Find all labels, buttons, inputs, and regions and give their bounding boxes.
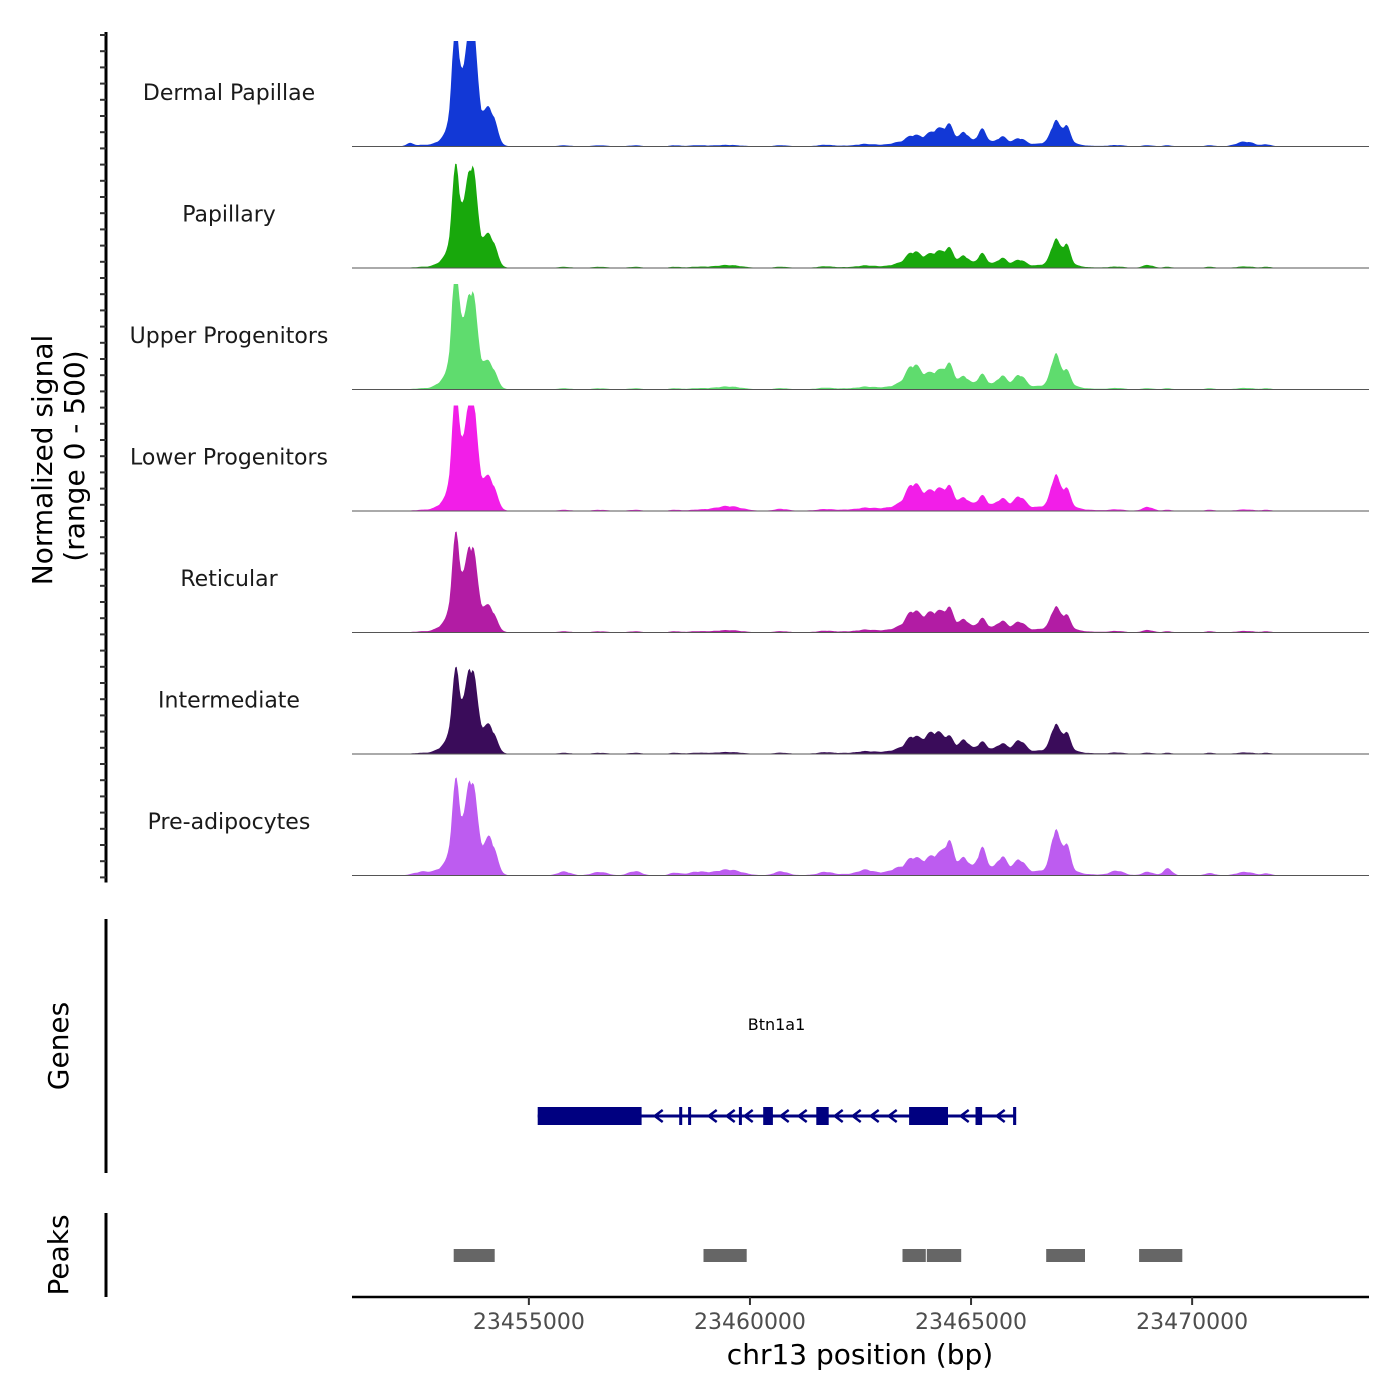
peak-region (453, 1249, 495, 1262)
strand-arrow-icon (958, 1109, 970, 1123)
coverage-tracks: Dermal Papillae Papillary Upper Progenitor… (130, 41, 1369, 876)
gene-exon (1013, 1107, 1017, 1125)
peak-region (926, 1249, 962, 1262)
strand-arrow-icon (724, 1109, 736, 1123)
genes-track-title: Genes (42, 1002, 75, 1090)
peak-region (1139, 1249, 1183, 1262)
track-label: Upper Progenitors (130, 324, 329, 349)
peaks-track-title: Peaks (42, 1214, 75, 1295)
gene-exon (679, 1107, 683, 1125)
gene-exon (537, 1107, 642, 1125)
y-axis-title-line1: Normalized signal (26, 335, 59, 586)
gene-exon (763, 1107, 773, 1125)
track-upper-progenitors: Upper Progenitors (130, 284, 1369, 390)
x-tick-label: 23455000 (473, 1310, 585, 1335)
track-label: Intermediate (158, 689, 300, 714)
x-axis-ticks: 23455000 23460000 23465000 23470000 (473, 1297, 1248, 1335)
gene-exon (909, 1107, 948, 1125)
gene-name-label: Btn1a1 (748, 1015, 806, 1034)
track-label: Pre-adipocytes (148, 810, 311, 835)
peak-region (902, 1249, 926, 1262)
strand-arrow-icon (994, 1109, 1006, 1123)
strand-arrow-icon (742, 1109, 754, 1123)
signal-y-axis (100, 32, 108, 883)
strand-arrow-icon (868, 1109, 880, 1123)
track-label: Lower Progenitors (130, 446, 328, 471)
track-pre-adipocytes: Pre-adipocytes (148, 777, 1369, 876)
strand-arrow-icon (832, 1109, 844, 1123)
x-axis-title: chr13 position (bp) (727, 1338, 993, 1371)
gene-exon (975, 1107, 983, 1125)
coverage-area (352, 666, 1369, 754)
gene-model-btn1a1 (537, 1107, 1017, 1125)
peak-regions (453, 1249, 1183, 1262)
coverage-area (352, 284, 1369, 390)
coverage-area (352, 41, 1369, 147)
x-tick-label: 23470000 (1136, 1310, 1248, 1335)
track-intermediate: Intermediate (158, 666, 1369, 755)
strand-arrow-icon (706, 1109, 718, 1123)
track-papillary: Papillary (182, 163, 1369, 269)
track-dermal-papillae: Dermal Papillae (143, 41, 1369, 147)
track-label: Reticular (180, 567, 278, 592)
peak-region (1046, 1249, 1085, 1262)
x-tick-label: 23465000 (915, 1310, 1027, 1335)
track-label: Dermal Papillae (143, 81, 315, 106)
x-tick-label: 23460000 (694, 1310, 806, 1335)
strand-arrow-icon (652, 1109, 664, 1123)
strand-arrow-icon (778, 1109, 790, 1123)
strand-arrow-icon (796, 1109, 808, 1123)
peak-region (703, 1249, 747, 1262)
track-reticular: Reticular (180, 531, 1369, 633)
coverage-area (352, 163, 1369, 268)
coverage-area (352, 531, 1369, 633)
y-axis-title-line2: (range 0 - 500) (58, 350, 91, 561)
coverage-area (352, 405, 1369, 511)
track-label: Papillary (182, 203, 276, 228)
gene-exon (738, 1107, 742, 1125)
coverage-area (352, 777, 1369, 876)
gene-exon (688, 1107, 692, 1125)
track-lower-progenitors: Lower Progenitors (130, 405, 1369, 512)
gene-exon (816, 1107, 829, 1125)
strand-arrow-icon (850, 1109, 862, 1123)
strand-arrow-icon (886, 1109, 898, 1123)
